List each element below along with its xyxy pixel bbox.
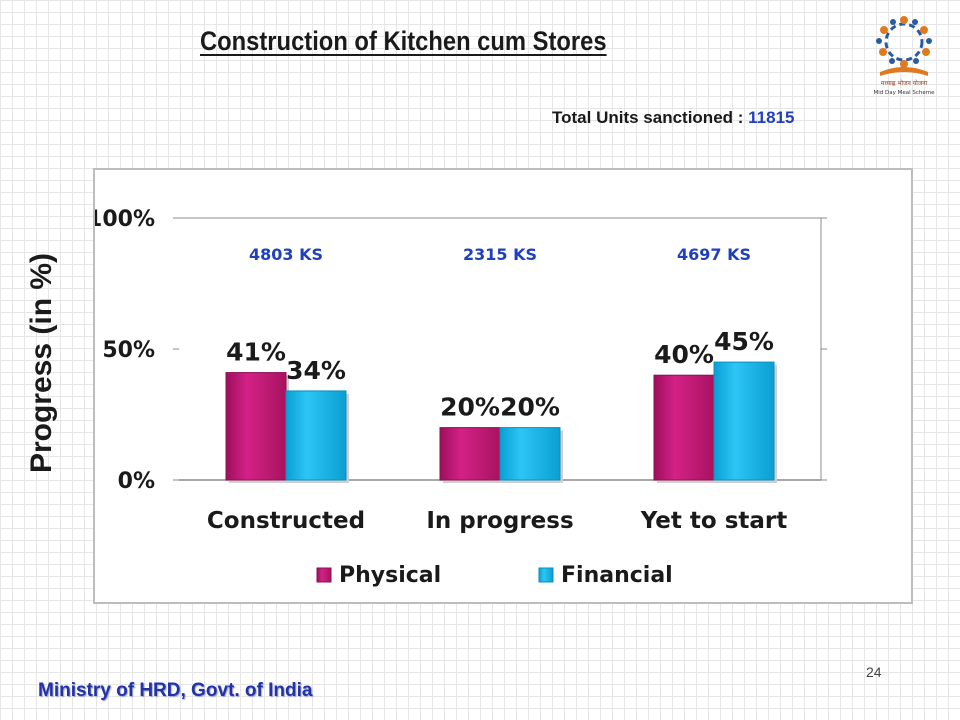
data-label: 41% [226,338,286,367]
y-tick-label: 100% [95,207,155,232]
bar-financial [713,361,775,481]
total-units-line: Total Units sanctioned : 11815 [552,108,795,128]
data-label: 45% [714,327,774,356]
bar-financial [499,427,561,481]
bar-financial [285,390,347,481]
y-axis-title-text: Progress (in %) [25,252,58,474]
logo-text-english: Mid Day Meal Scheme [873,90,935,96]
footer-ministry: Ministry of HRD, Govt. of India [38,680,313,701]
data-label: 34% [286,356,346,385]
category-annotation: 2315 KS [463,245,537,264]
total-units-value: 11815 [748,108,795,127]
total-units-label: Total Units sanctioned : [552,108,744,127]
x-tick-label: Constructed [207,508,365,534]
category-annotation: 4697 KS [677,245,751,264]
progress-bar-chart: 0% 50% 100% 4803 KS 2315 KS 4697 KS 41%34% Cons… [87,207,827,588]
mdm-logo: मध्याह्न भोजन योजना Mid Day Meal Scheme [873,16,935,96]
y-tick-label: 0% [118,469,155,494]
legend-swatch [316,567,332,583]
page-number: 24 [866,664,882,680]
data-label: 20% [500,393,560,422]
category-annotation: 4803 KS [249,245,323,264]
legend-swatch [538,567,554,583]
bar-physical [439,427,501,481]
data-label: 40% [654,340,714,369]
x-tick-label: In progress [426,508,573,534]
chart-container: 0% 50% 100% 4803 KS 2315 KS 4697 KS 41%34% Cons… [87,168,913,604]
y-tick-label: 50% [102,338,155,363]
legend-label: Physical [339,563,441,588]
slide-title: Construction of Kitchen cum Stores [200,26,607,56]
logo-text-hindi: मध्याह्न भोजन योजना [881,79,928,87]
data-label: 20% [440,393,500,422]
legend-label: Financial [561,563,673,588]
x-tick-label: Yet to start [640,508,788,534]
bar-physical [225,372,287,481]
bar-physical [653,374,715,481]
y-axis-title: Progress (in %) [2,238,82,488]
